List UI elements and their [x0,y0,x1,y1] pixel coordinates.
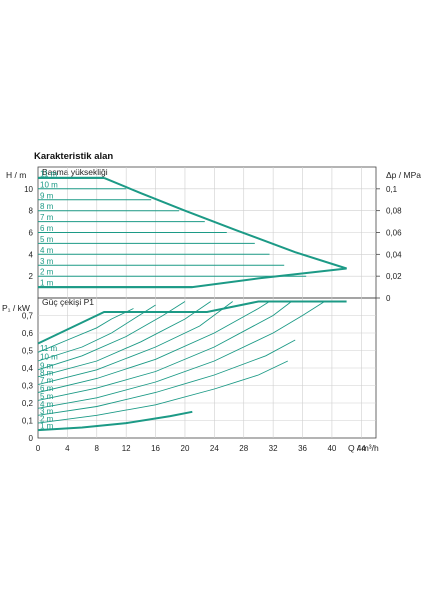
power-curve-label: 10 m [40,353,58,362]
power-y-tick-label: 0,5 [22,347,34,356]
pressure-y-axis-label: Δp / MPa [386,170,421,180]
power-curve-3m [37,339,296,416]
head-y-tick-label: 2 [29,272,34,281]
head-y-tick-label: 4 [29,250,34,259]
power-curve-10m [37,304,156,362]
pressure-tick-label: 0,08 [386,207,402,216]
pressure-tick-label: 0 [386,294,391,303]
head-line-label: 11 m [40,169,58,178]
x-tick-label: 16 [151,444,160,453]
head-line-label: 8 m [40,202,54,211]
pressure-tick-label: 0,02 [386,272,402,281]
power-curve-5m [37,301,292,401]
power-curve-label: 1 m [40,422,54,431]
head-max-curve [38,176,347,289]
head-line-label: 5 m [40,235,54,244]
power-curve-1m [37,410,193,432]
power-curve-label: 7 m [40,376,54,385]
head-y-axis-label: H / m [6,170,26,180]
power-curve-9m [37,301,186,371]
power-curve-label: 3 m [40,407,54,416]
power-y-tick-label: 0,4 [22,364,34,373]
head-line-label: 1 m [40,279,54,288]
head-line-label: 6 m [40,224,54,233]
head-subtitle: Basma yüksekliği [42,167,108,177]
power-curve-label: 5 m [40,392,54,401]
power-subtitle: Güç çekişi P1 [42,297,94,307]
power-curve-label: 11 m [40,344,58,353]
power-y-tick-label: 0,1 [22,417,34,426]
power-y-tick-label: 0,3 [22,382,34,391]
power-curve-label: 2 m [40,415,54,424]
x-tick-label: 28 [239,444,248,453]
power-curve-8m [37,301,211,378]
power-curve-2m [37,360,288,424]
x-tick-label: 36 [298,444,307,453]
pressure-tick-label: 0,06 [386,229,402,238]
power-y-axis-label: P₁ / kW [2,303,30,313]
x-tick-label: 40 [327,444,336,453]
power-y-tick-label: 0,7 [22,312,34,321]
head-line-label: 3 m [40,257,54,266]
head-line-label: 4 m [40,246,54,255]
power-curve-11m [37,308,134,353]
pressure-tick-label: 0,1 [386,185,398,194]
x-axis-label: Q / m³/h [348,443,379,453]
power-curve-4m [37,301,325,409]
head-y-tick-label: 8 [29,207,34,216]
head-line-label: 9 m [40,191,54,200]
head-y-tick-label: 10 [24,185,33,194]
head-line-label: 10 m [40,180,58,189]
x-tick-label: 44 [357,444,366,453]
power-y-tick-label: 0 [29,434,34,443]
power-curve-label: 8 m [40,368,54,377]
x-tick-label: 8 [95,444,100,453]
pressure-tick-label: 0,04 [386,250,402,259]
power-curve-label: 6 m [40,384,54,393]
head-line-label: 7 m [40,213,54,222]
power-curve-6m [37,301,270,393]
power-curve-7m [37,301,233,386]
chart-title: Karakteristik alan [34,151,113,162]
power-curve-label: 9 m [40,361,54,370]
power-max-curve [37,300,347,345]
x-tick-label: 20 [181,444,190,453]
head-line-label: 2 m [40,268,54,277]
x-tick-label: 32 [269,444,278,453]
x-tick-label: 24 [210,444,219,453]
power-y-tick-label: 0,6 [22,329,34,338]
power-y-tick-label: 0,2 [22,399,34,408]
x-tick-label: 12 [122,444,131,453]
head-y-tick-label: 6 [29,229,34,238]
x-tick-label: 4 [65,444,70,453]
power-curve-label: 4 m [40,400,54,409]
x-tick-label: 0 [36,444,41,453]
